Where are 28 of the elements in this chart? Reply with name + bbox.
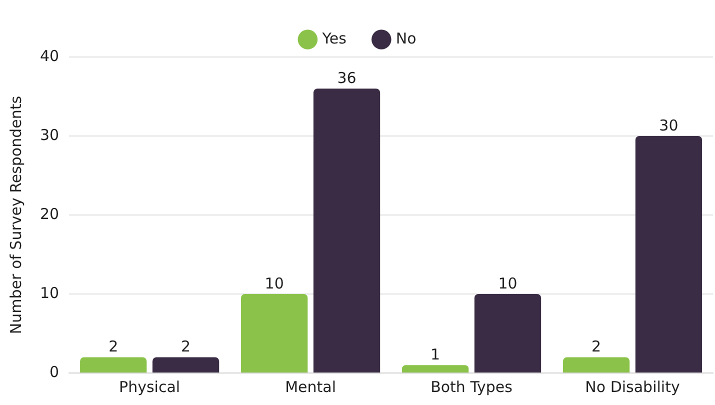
data-label: 36 [337,68,356,87]
data-label: 30 [659,116,678,134]
bar [635,136,702,372]
bar [474,294,542,372]
data-label: 1 [430,345,440,364]
bar [402,365,469,372]
bar [313,88,380,372]
y-tick-label: 10 [40,284,60,302]
data-label: 10 [264,274,284,292]
x-tick-label: Mental [285,378,336,396]
legend-label: Yes [321,29,347,48]
y-tick-label: 20 [40,204,60,223]
bar [562,357,630,372]
bar [241,294,308,372]
bar [152,357,220,372]
bar [80,357,147,372]
x-tick-label: Physical [119,378,180,396]
y-axis-title: Number of Survey Respondents [6,96,25,334]
legend-label: No [396,29,416,48]
y-tick-label: 40 [40,46,60,65]
data-label: 2 [181,338,191,356]
x-tick-label: No Disability [585,378,680,396]
data-label: 2 [592,338,602,356]
y-tick-label: 30 [40,126,60,144]
y-tick-label: 0 [50,362,60,381]
x-tick-label: Both Types [430,378,513,396]
data-label: 10 [498,274,518,292]
data-label: 2 [108,338,118,356]
